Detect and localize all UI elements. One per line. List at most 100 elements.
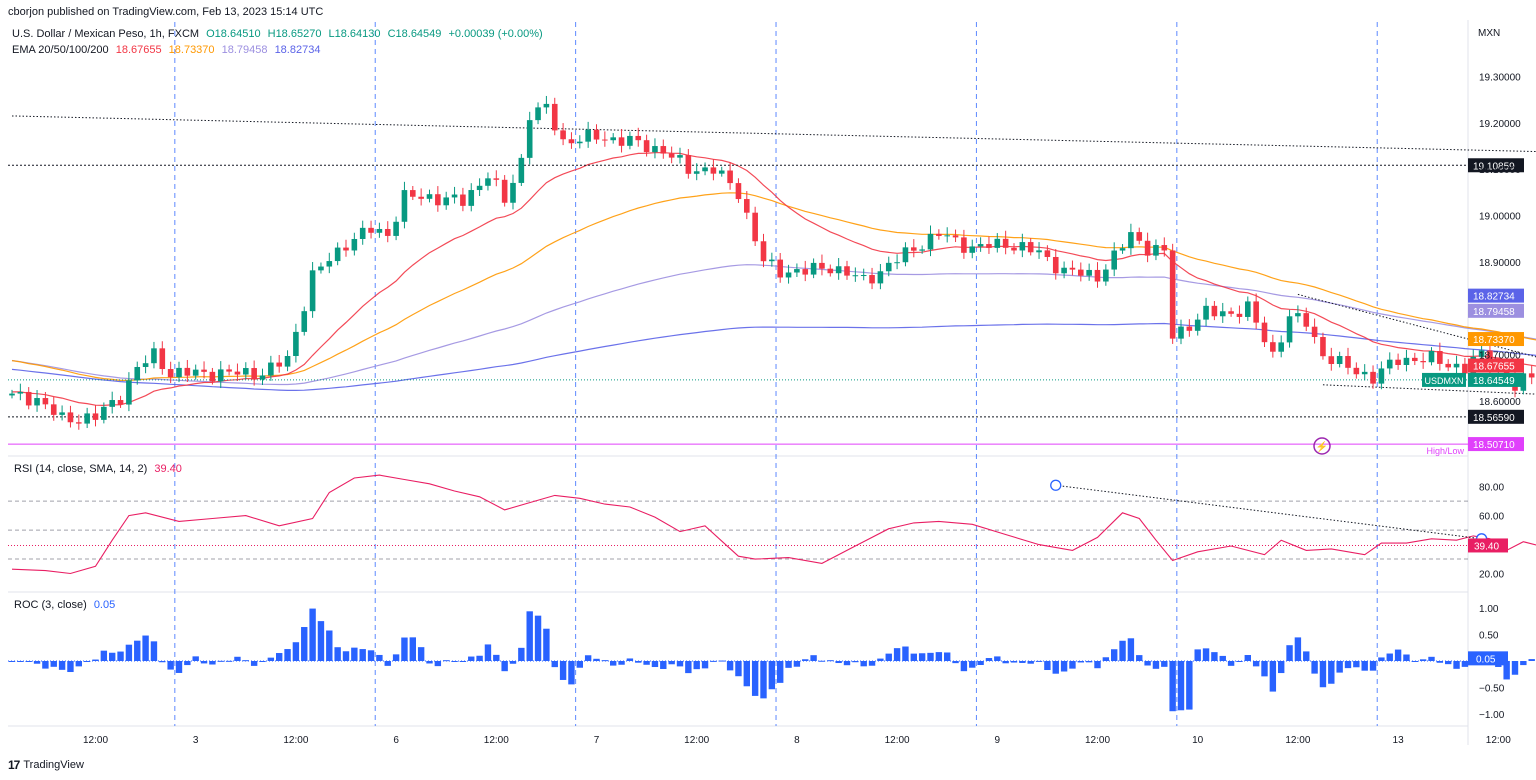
candle[interactable] (1186, 326, 1193, 331)
candle[interactable] (401, 190, 408, 222)
candle[interactable] (351, 238, 358, 251)
candle[interactable] (994, 238, 1001, 248)
candle[interactable] (1111, 250, 1117, 270)
ema100-line[interactable] (11, 264, 1536, 386)
trendline[interactable] (1322, 384, 1536, 399)
candle[interactable] (852, 275, 859, 277)
candle[interactable] (1462, 363, 1468, 374)
candle[interactable] (1295, 313, 1301, 317)
candle[interactable] (326, 261, 333, 267)
candle[interactable] (17, 391, 24, 394)
candle[interactable] (1052, 256, 1059, 274)
candle[interactable] (777, 259, 783, 278)
candle[interactable] (1128, 232, 1134, 249)
candle[interactable] (735, 183, 742, 200)
candle[interactable] (1270, 342, 1276, 352)
candle[interactable] (418, 196, 424, 199)
candle[interactable] (1453, 363, 1460, 368)
candle[interactable] (359, 227, 366, 239)
candle[interactable] (92, 413, 99, 420)
candle[interactable] (410, 190, 416, 197)
lightning-icon[interactable] (1313, 437, 1331, 455)
candle[interactable] (819, 262, 825, 269)
candle[interactable] (1103, 269, 1109, 282)
candle[interactable] (1094, 269, 1101, 282)
candle[interactable] (134, 366, 141, 381)
candle[interactable] (84, 413, 90, 424)
candle[interactable] (376, 228, 383, 233)
candle[interactable] (1395, 359, 1401, 365)
candle[interactable] (1528, 373, 1535, 378)
candle[interactable] (643, 140, 650, 153)
candle[interactable] (284, 355, 291, 367)
candle[interactable] (1478, 350, 1485, 357)
candle[interactable] (501, 179, 508, 203)
price-pane[interactable]: ⚡ (8, 95, 1536, 455)
candle[interactable] (660, 146, 667, 154)
candle[interactable] (911, 247, 917, 251)
candle[interactable] (184, 367, 191, 376)
candle[interactable] (318, 266, 324, 271)
candle[interactable] (1386, 359, 1393, 369)
trendline[interactable] (1297, 293, 1536, 373)
candle[interactable] (59, 412, 65, 415)
candle[interactable] (1311, 326, 1318, 338)
candle[interactable] (9, 393, 15, 396)
candle[interactable] (969, 246, 976, 253)
candle[interactable] (810, 262, 817, 275)
candle[interactable] (334, 247, 341, 262)
candle[interactable] (25, 391, 32, 406)
candle[interactable] (543, 103, 550, 108)
candle[interactable] (268, 362, 274, 376)
candle[interactable] (693, 171, 700, 174)
candle[interactable] (209, 371, 216, 382)
candle[interactable] (1303, 313, 1310, 327)
candle[interactable] (1203, 305, 1209, 320)
candle[interactable] (1178, 326, 1184, 339)
candle[interactable] (627, 135, 633, 146)
candle[interactable] (794, 269, 800, 273)
candle[interactable] (593, 129, 600, 140)
candle[interactable] (986, 244, 992, 248)
candle[interactable] (760, 241, 767, 262)
candle[interactable] (393, 221, 399, 236)
candle[interactable] (435, 194, 441, 206)
candle[interactable] (1353, 367, 1360, 375)
candle[interactable] (827, 268, 834, 274)
time-axis[interactable]: 12:00 3 12:00 6 12:00 7 12:00 8 12:00 9 12:00 10 12:… (83, 735, 1536, 746)
candle[interactable] (117, 400, 124, 405)
candle[interactable] (885, 262, 892, 272)
candle[interactable] (860, 275, 867, 277)
candle[interactable] (485, 178, 491, 186)
candle[interactable] (727, 170, 733, 184)
candle[interactable] (769, 259, 775, 262)
rsi-line[interactable] (11, 474, 1536, 575)
candle[interactable] (927, 233, 934, 250)
candle[interactable] (869, 275, 875, 284)
candle[interactable] (518, 157, 525, 183)
ema20-line[interactable] (12, 151, 1536, 407)
candle[interactable] (618, 137, 625, 146)
candle[interactable] (1412, 357, 1418, 362)
candle[interactable] (1019, 242, 1026, 251)
candle[interactable] (668, 153, 675, 158)
candle[interactable] (510, 182, 516, 203)
ema200-line[interactable] (11, 322, 1536, 391)
candle[interactable] (702, 167, 708, 172)
candle[interactable] (1286, 316, 1293, 343)
candle[interactable] (301, 311, 308, 332)
candle[interactable] (919, 249, 925, 251)
candle[interactable] (1378, 368, 1385, 384)
candle[interactable] (1027, 242, 1034, 253)
candle[interactable] (844, 266, 850, 276)
candle[interactable] (167, 369, 174, 378)
candle[interactable] (384, 228, 391, 236)
candle[interactable] (1161, 245, 1168, 251)
candle[interactable] (126, 380, 132, 405)
candle[interactable] (1144, 240, 1151, 256)
candle[interactable] (577, 141, 583, 144)
candle[interactable] (1336, 356, 1343, 364)
candle[interactable] (1253, 301, 1259, 323)
candle[interactable] (551, 103, 558, 131)
